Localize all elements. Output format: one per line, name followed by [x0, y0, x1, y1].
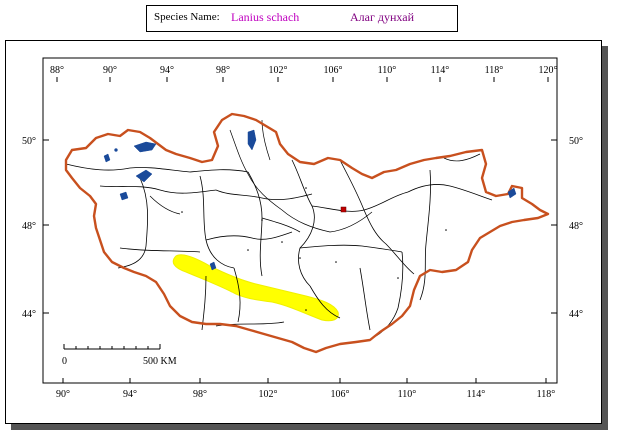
top-tick-label: 110°	[378, 65, 397, 76]
lake-achit	[103, 153, 111, 163]
scale-end-label: 500 KM	[143, 356, 177, 367]
right-tick-label: 50°	[569, 136, 583, 147]
bottom-tick-marks	[62, 378, 547, 383]
side-tick-marks	[43, 139, 557, 314]
right-tick-label: 44°	[569, 309, 583, 320]
map-panel	[42, 57, 558, 384]
lake-small	[114, 148, 118, 152]
species-range	[172, 254, 339, 322]
admin-boundaries	[65, 159, 493, 337]
lake-buir	[507, 187, 517, 199]
lake-khuvsgul	[247, 129, 257, 151]
species-local-name: Алаг дунхай	[350, 10, 415, 24]
bottom-tick-label: 114°	[467, 389, 486, 400]
lake-khar	[119, 191, 129, 201]
top-tick-label: 102°	[269, 65, 288, 76]
bottom-tick-label: 90°	[56, 389, 70, 400]
lake-khar-us	[135, 169, 153, 183]
settlement-dots	[181, 187, 447, 311]
bottom-tick-label: 106°	[331, 389, 350, 400]
rivers	[149, 119, 481, 233]
country-outline	[64, 112, 550, 354]
top-tick-marks	[56, 77, 549, 82]
scale-bar	[63, 344, 161, 350]
species-header: Species Name: Lanius schach Алаг дунхай	[146, 5, 458, 32]
bottom-tick-label: 102°	[259, 389, 278, 400]
left-tick-label: 50°	[22, 136, 36, 147]
species-latin-name: Lanius schach	[231, 10, 300, 24]
bottom-tick-label: 118°	[537, 389, 556, 400]
top-tick-label: 98°	[216, 65, 230, 76]
top-tick-label: 88°	[50, 65, 64, 76]
bottom-tick-label: 98°	[193, 389, 207, 400]
top-tick-label: 94°	[160, 65, 174, 76]
scale-start-label: 0	[62, 356, 67, 367]
top-tick-label: 114°	[431, 65, 450, 76]
lake-orog	[209, 261, 217, 271]
bottom-tick-label: 94°	[123, 389, 137, 400]
top-tick-label: 90°	[103, 65, 117, 76]
species-name-label: Species Name:	[154, 11, 220, 23]
top-tick-label: 118°	[485, 65, 504, 76]
top-tick-label: 106°	[324, 65, 343, 76]
left-tick-label: 44°	[22, 309, 36, 320]
left-tick-label: 48°	[22, 221, 36, 232]
capital-marker	[340, 206, 347, 213]
bottom-tick-label: 110°	[398, 389, 417, 400]
lakes	[103, 129, 517, 271]
top-tick-label: 120°	[539, 65, 558, 76]
right-tick-label: 48°	[569, 221, 583, 232]
lake-uvs	[133, 141, 157, 153]
